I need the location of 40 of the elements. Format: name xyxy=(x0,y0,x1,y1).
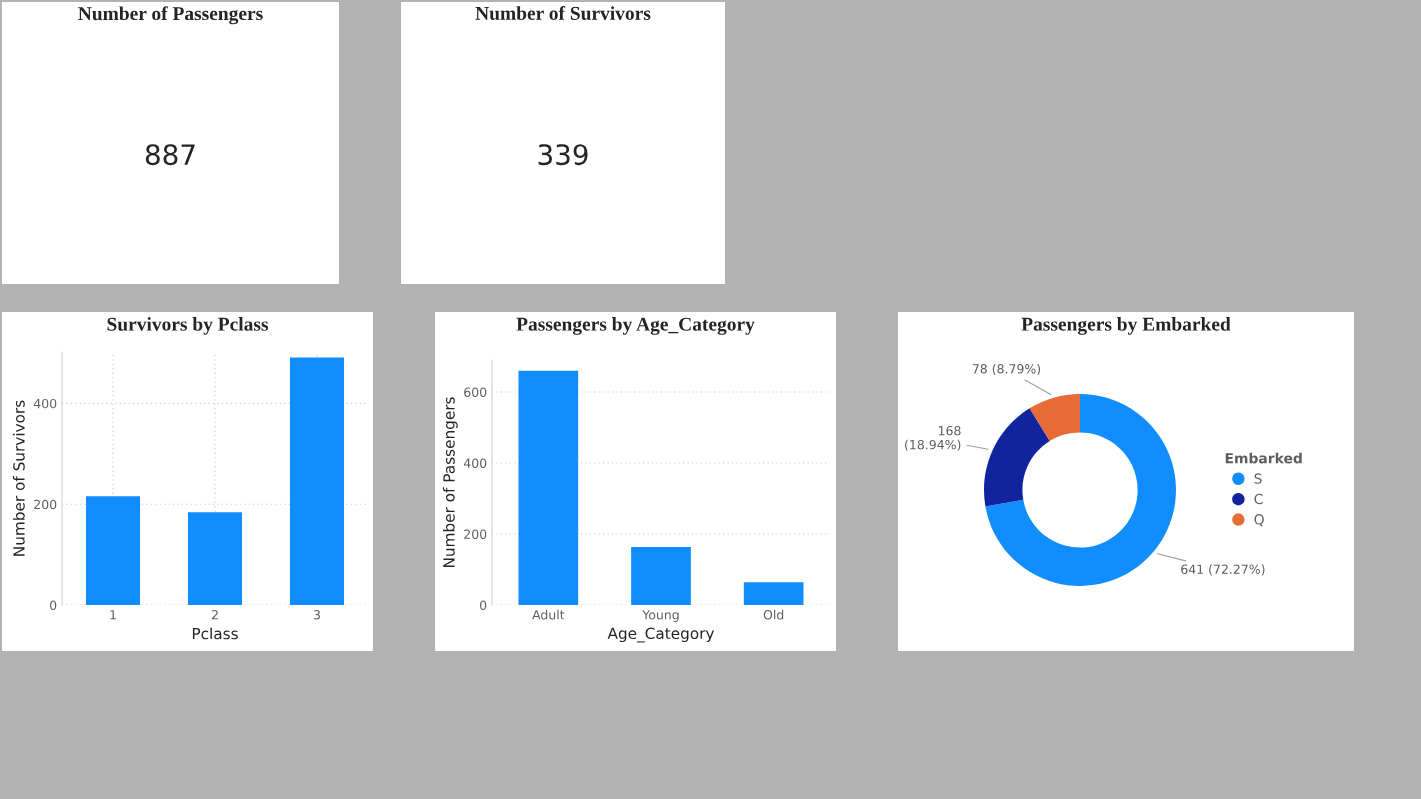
text: Number of Passengers xyxy=(78,6,263,25)
text: 339 xyxy=(538,144,588,166)
legend-label: C xyxy=(1254,493,1263,505)
x-tick-label: 1 xyxy=(110,610,116,620)
donut-slice xyxy=(985,394,1176,586)
bar xyxy=(289,357,345,605)
data-label: 78 (8.79%) xyxy=(972,363,1041,376)
data-label: 168 (18.94%) xyxy=(905,425,961,451)
donut-slice xyxy=(1029,394,1080,441)
chart-title: Passengers by Embarked xyxy=(1021,317,1231,335)
data-label: 641 (72.27%) xyxy=(1181,564,1265,576)
y-tick-label: 0 xyxy=(480,600,487,610)
legend-label: Q xyxy=(1254,514,1264,527)
y-tick-label: 200 xyxy=(464,529,487,539)
legend-label: S xyxy=(1254,473,1262,484)
y-axis-title: Number of Survivors xyxy=(12,400,25,556)
text: 887 xyxy=(145,144,195,166)
x-axis-title: Age_Category xyxy=(607,627,715,643)
x-tick-label: 3 xyxy=(313,610,320,620)
bar xyxy=(743,582,804,605)
text: Number of Survivors xyxy=(475,6,651,20)
chart-title: Survivors by Pclass xyxy=(107,317,269,335)
donut-slice xyxy=(984,408,1050,507)
y-tick-label: 600 xyxy=(464,387,487,397)
legend-title: Embarked xyxy=(1225,452,1302,464)
chart-title: Passengers by Age_Category xyxy=(516,317,755,335)
bar xyxy=(518,370,579,605)
x-tick-label: Adult xyxy=(532,609,565,620)
x-tick-label: Old xyxy=(763,609,784,620)
x-tick-label: Young xyxy=(642,610,679,622)
y-axis-title: Number of Passengers xyxy=(442,397,458,568)
y-tick-label: 400 xyxy=(33,398,57,409)
y-tick-label: 0 xyxy=(50,600,57,610)
bar xyxy=(187,512,243,605)
y-tick-label: 400 xyxy=(463,458,487,468)
x-tick-label: 2 xyxy=(211,610,218,620)
y-tick-label: 200 xyxy=(34,499,57,510)
x-axis-title: Pclass xyxy=(192,627,238,640)
bar xyxy=(631,547,691,605)
bar xyxy=(85,496,141,605)
